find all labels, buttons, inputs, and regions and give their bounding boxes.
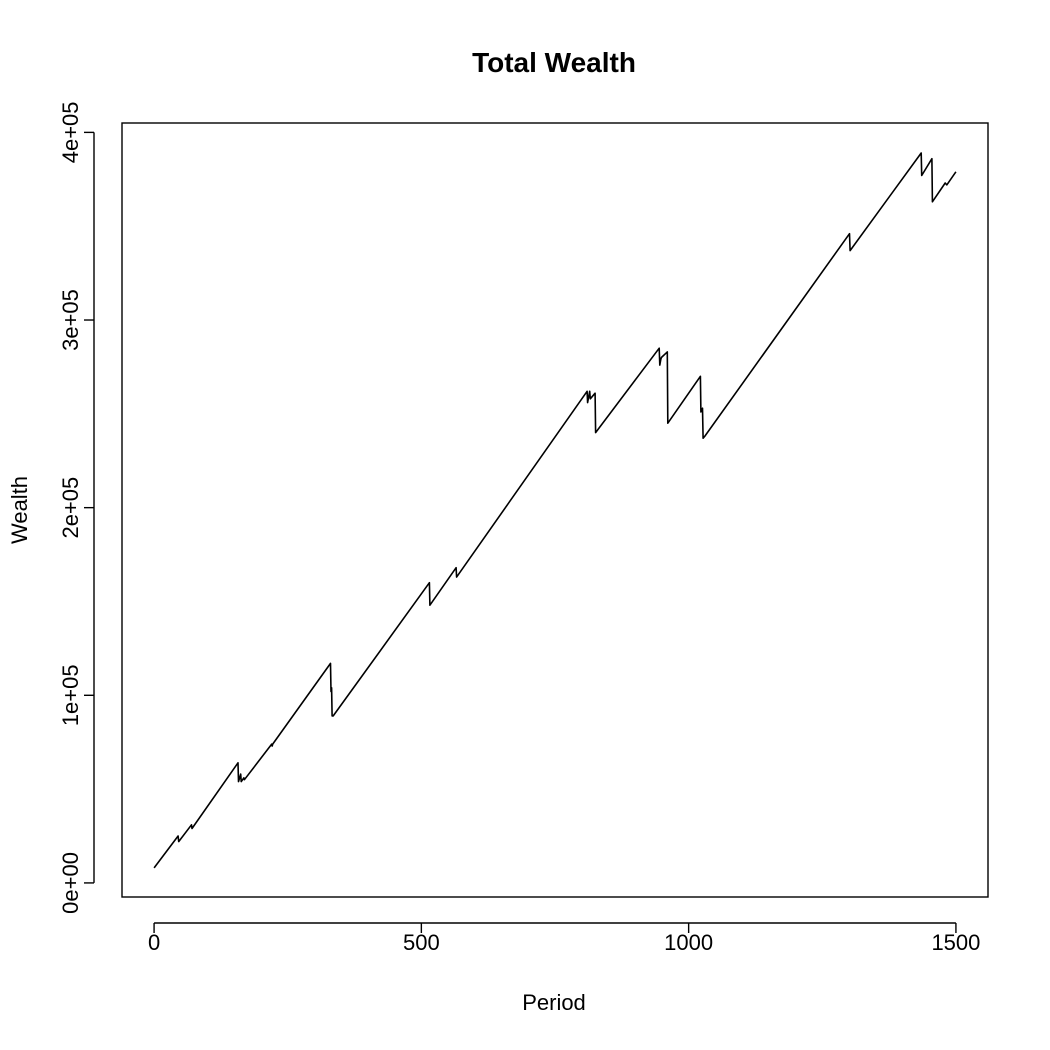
- series-group: [153, 152, 957, 869]
- y-tick-label: 1e+05: [58, 664, 83, 726]
- x-axis-ticks: 0 500 1000 1500: [148, 923, 980, 955]
- y-tick-label: 0e+00: [58, 852, 83, 914]
- y-tick-label: 4e+05: [58, 101, 83, 163]
- chart-title: Total Wealth: [472, 47, 636, 78]
- series-line-wealth: [153, 152, 957, 869]
- x-axis-label: Period: [522, 990, 586, 1015]
- x-tick-label: 0: [148, 930, 160, 955]
- plot-frame: [121, 122, 989, 898]
- y-tick-label: 3e+05: [58, 289, 83, 351]
- x-tick-label: 500: [403, 930, 440, 955]
- y-tick-label: 2e+05: [58, 477, 83, 539]
- x-tick-label: 1000: [664, 930, 713, 955]
- x-tick-label: 1500: [931, 930, 980, 955]
- y-axis-label: Wealth: [7, 476, 32, 544]
- y-axis-ticks: 0e+00 1e+05 2e+05 3e+05 4e+05: [58, 101, 94, 914]
